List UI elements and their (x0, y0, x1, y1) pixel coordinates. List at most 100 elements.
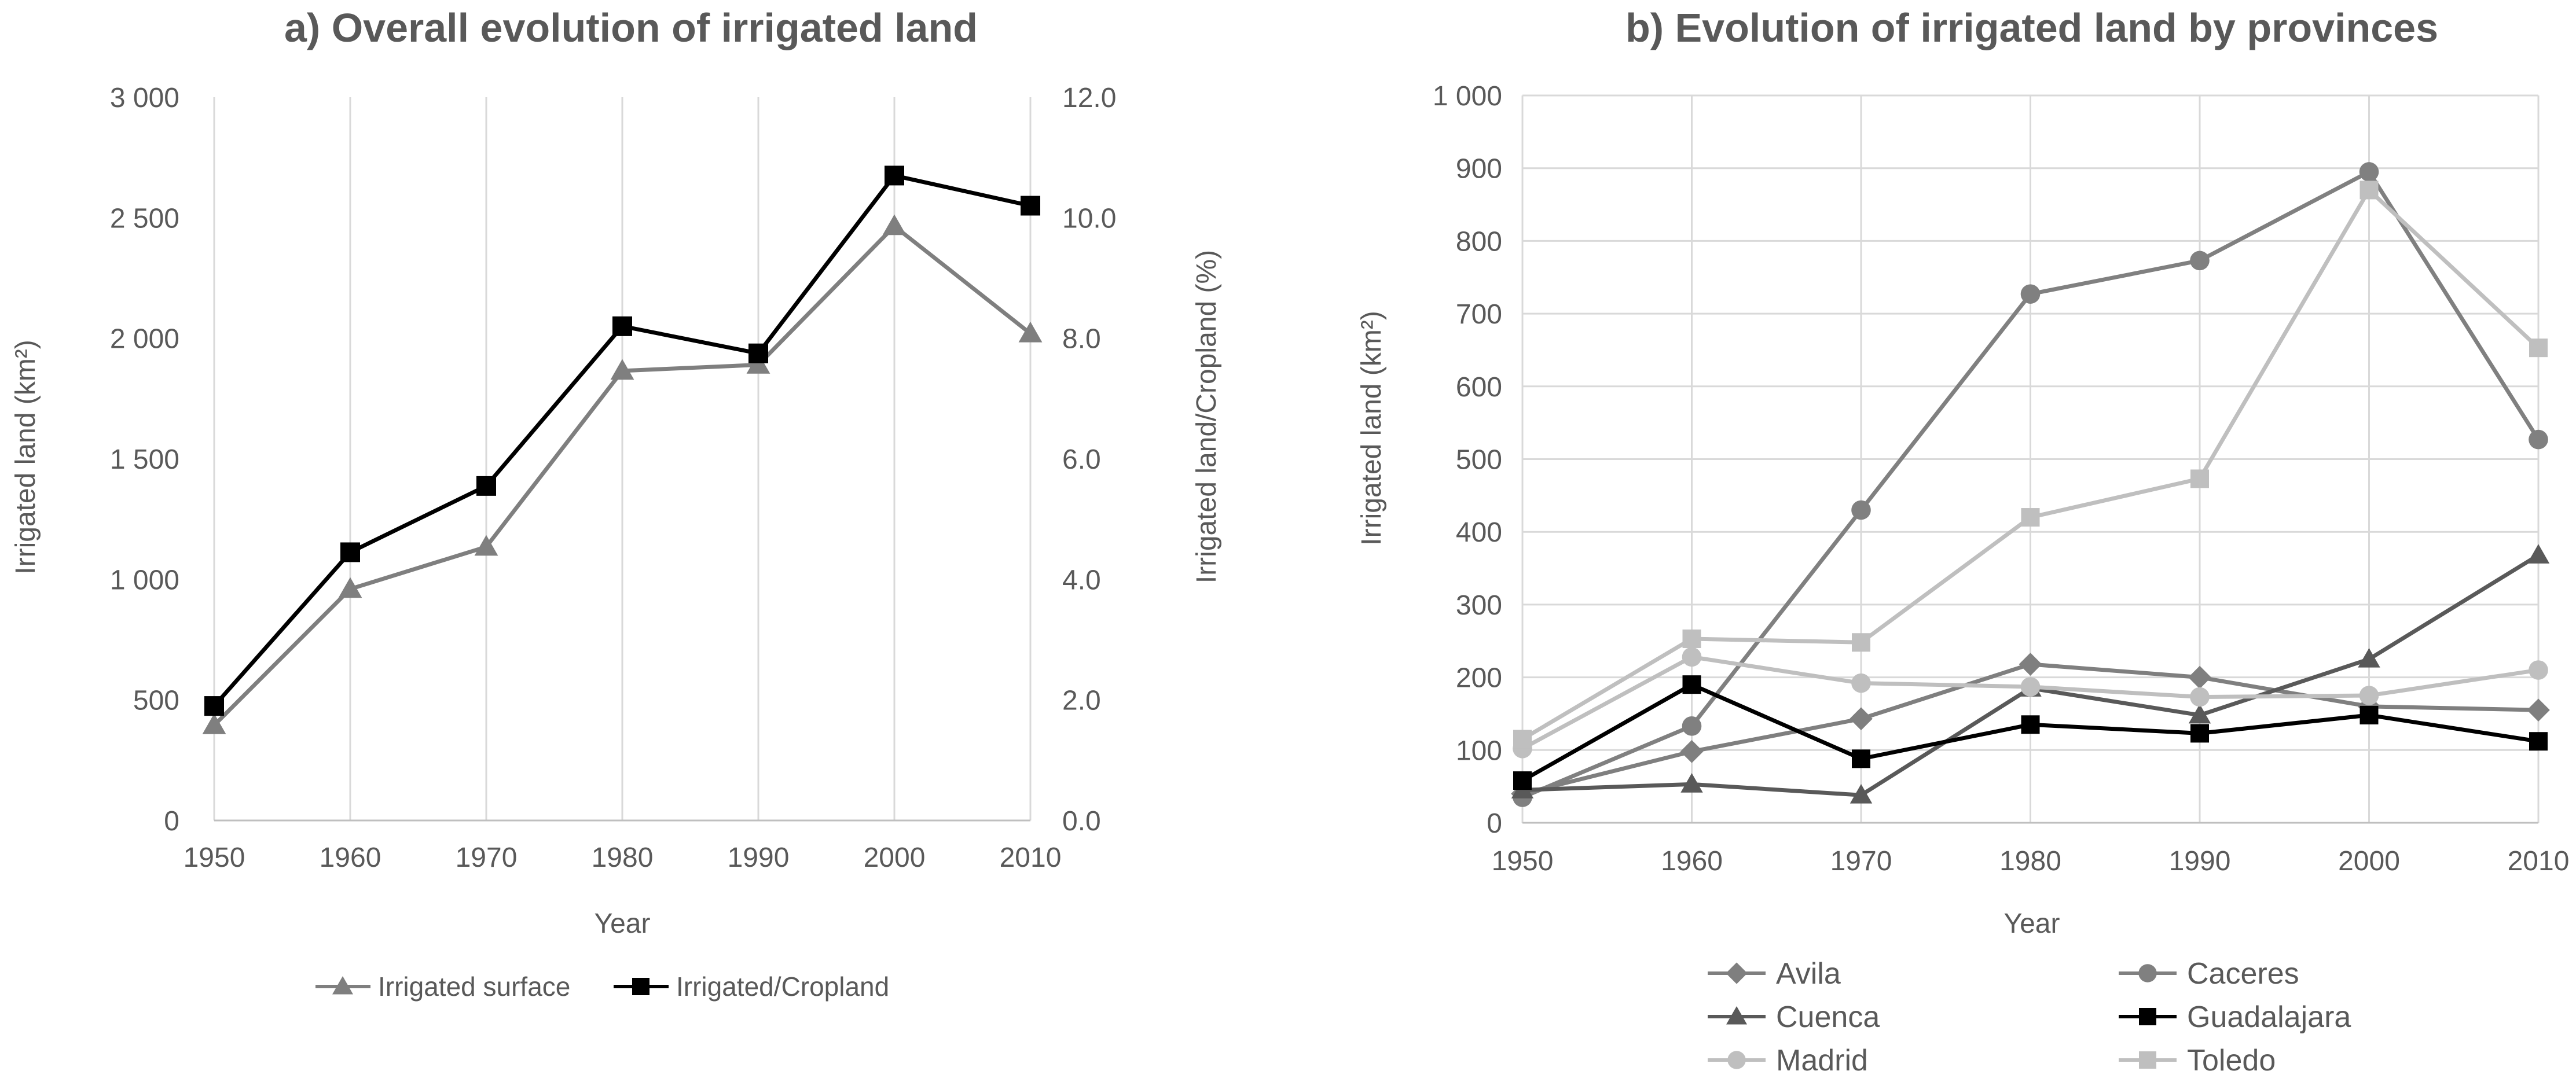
x-tick-label: 1960 (320, 842, 381, 873)
right-axis-tick-label: 8.0 (1062, 324, 1101, 355)
legend-label: Caceres (2187, 957, 2299, 991)
data-point (2190, 724, 2209, 743)
x-tick-label: 1990 (728, 842, 790, 873)
chart-a-x-axis-label: Year (595, 908, 651, 939)
legend-marker (332, 976, 353, 995)
y-tick-label: 500 (1456, 445, 1502, 476)
data-point (1852, 749, 1870, 768)
data-point (1018, 321, 1043, 343)
chart-a-axes: 1950 1960 1970 1980 1990 2000 2010 0 500 1 000 1 5… (110, 83, 1117, 873)
chart-a-y-axis-label: Irrigated land (km²) (10, 340, 41, 574)
data-point (2190, 687, 2210, 707)
legend-marker (2139, 1051, 2156, 1069)
data-point (1513, 730, 1532, 749)
data-point (1850, 707, 1873, 731)
data-point (1021, 196, 1040, 216)
data-point (1513, 771, 1532, 790)
y-tick-label: 400 (1456, 517, 1502, 548)
chart-a-gridlines (213, 97, 1032, 820)
x-tick-label: 1980 (592, 842, 654, 873)
data-point (2529, 429, 2548, 450)
chart-b-y-axis-label: Irrigated land (km²) (1356, 311, 1387, 545)
data-point (2190, 469, 2209, 488)
data-point (204, 696, 224, 716)
x-tick-label: 1950 (1492, 846, 1554, 877)
data-point (2020, 677, 2041, 697)
chart-b-axes: 1950 1960 1970 1980 1990 2000 2010 0 100 200 300 40… (1433, 81, 2570, 877)
data-point (474, 535, 498, 556)
data-point (1682, 647, 1702, 667)
legend-marker (2138, 964, 2157, 982)
chart-b-legend: Avila Caceres Cuenca Guadalajara Madrid Toled… (1708, 957, 2351, 1077)
data-point (882, 214, 907, 235)
y-tick-label: 1 000 (110, 565, 179, 595)
data-point (2021, 715, 2040, 734)
data-point (2527, 698, 2550, 722)
legend-marker (632, 978, 649, 995)
y-tick-label: 0 (164, 806, 179, 837)
chart-a-title: a) Overall evolution of irrigated land (284, 5, 978, 50)
x-tick-label: 2000 (2338, 846, 2400, 877)
panel-a-overall-evolution: a) Overall evolution of irrigated land I… (10, 5, 1222, 1002)
data-point (1680, 773, 1703, 793)
y-tick-label: 1 000 (1433, 81, 1502, 112)
legend-label: Madrid (1776, 1044, 1868, 1077)
y-tick-label: 700 (1456, 299, 1502, 330)
right-axis-tick-label: 10.0 (1062, 203, 1116, 234)
x-tick-label: 1980 (1999, 846, 2061, 877)
data-point (2360, 705, 2379, 724)
data-point (1851, 673, 1871, 693)
y-tick-label: 200 (1456, 663, 1502, 694)
chart-b-x-axis-label: Year (2004, 908, 2060, 939)
chart-b-title: b) Evolution of irrigated land by provin… (1625, 5, 2438, 50)
data-point (610, 359, 634, 380)
data-point (338, 577, 362, 598)
data-point (2020, 284, 2041, 304)
data-point (2359, 162, 2379, 182)
legend-label: Irrigated surface (378, 971, 570, 1002)
right-axis-tick-label: 2.0 (1062, 686, 1101, 716)
y-tick-label: 800 (1456, 226, 1502, 257)
data-point (202, 713, 226, 734)
y-tick-label: 500 (133, 686, 179, 716)
x-tick-label: 1990 (2169, 846, 2231, 877)
legend-marker (2139, 1008, 2156, 1025)
data-point (1682, 629, 1701, 648)
data-point (612, 316, 632, 336)
y-tick-label: 3 000 (110, 83, 179, 113)
chart-b-series (1511, 162, 2550, 807)
data-point (1682, 675, 1701, 694)
data-point (2188, 704, 2211, 724)
y-tick-label: 100 (1456, 735, 1502, 766)
data-point (1852, 633, 1870, 652)
data-point (2359, 686, 2379, 705)
legend-label: Guadalajara (2187, 1000, 2351, 1034)
x-tick-label: 1960 (1661, 846, 1723, 877)
y-tick-label: 2 500 (110, 203, 179, 234)
data-point (2358, 647, 2380, 668)
data-point (1680, 739, 1704, 763)
y-tick-label: 300 (1456, 590, 1502, 621)
y-tick-label: 0 (1487, 808, 1502, 839)
legend-label: Avila (1776, 957, 1841, 991)
x-tick-label: 1970 (456, 842, 518, 873)
x-tick-label: 2010 (1000, 842, 1062, 873)
data-point (2529, 660, 2548, 680)
data-point (2529, 732, 2548, 751)
data-point (748, 343, 768, 363)
legend-label: Irrigated/Cropland (676, 971, 889, 1002)
data-point (2190, 251, 2210, 271)
x-tick-label: 2010 (2508, 846, 2570, 877)
data-point (2529, 338, 2548, 358)
data-point (2019, 653, 2042, 676)
panel-b-evolution-by-provinces: b) Evolution of irrigated land by provin… (1356, 5, 2569, 1077)
data-point (746, 353, 770, 374)
legend-marker (1727, 1051, 1746, 1069)
x-tick-label: 2000 (864, 842, 926, 873)
data-point (476, 476, 496, 496)
legend-label: Toledo (2187, 1044, 2276, 1077)
data-point (1850, 784, 1873, 804)
y-tick-label: 2 000 (110, 324, 179, 355)
y-tick-label: 1 500 (110, 444, 179, 475)
